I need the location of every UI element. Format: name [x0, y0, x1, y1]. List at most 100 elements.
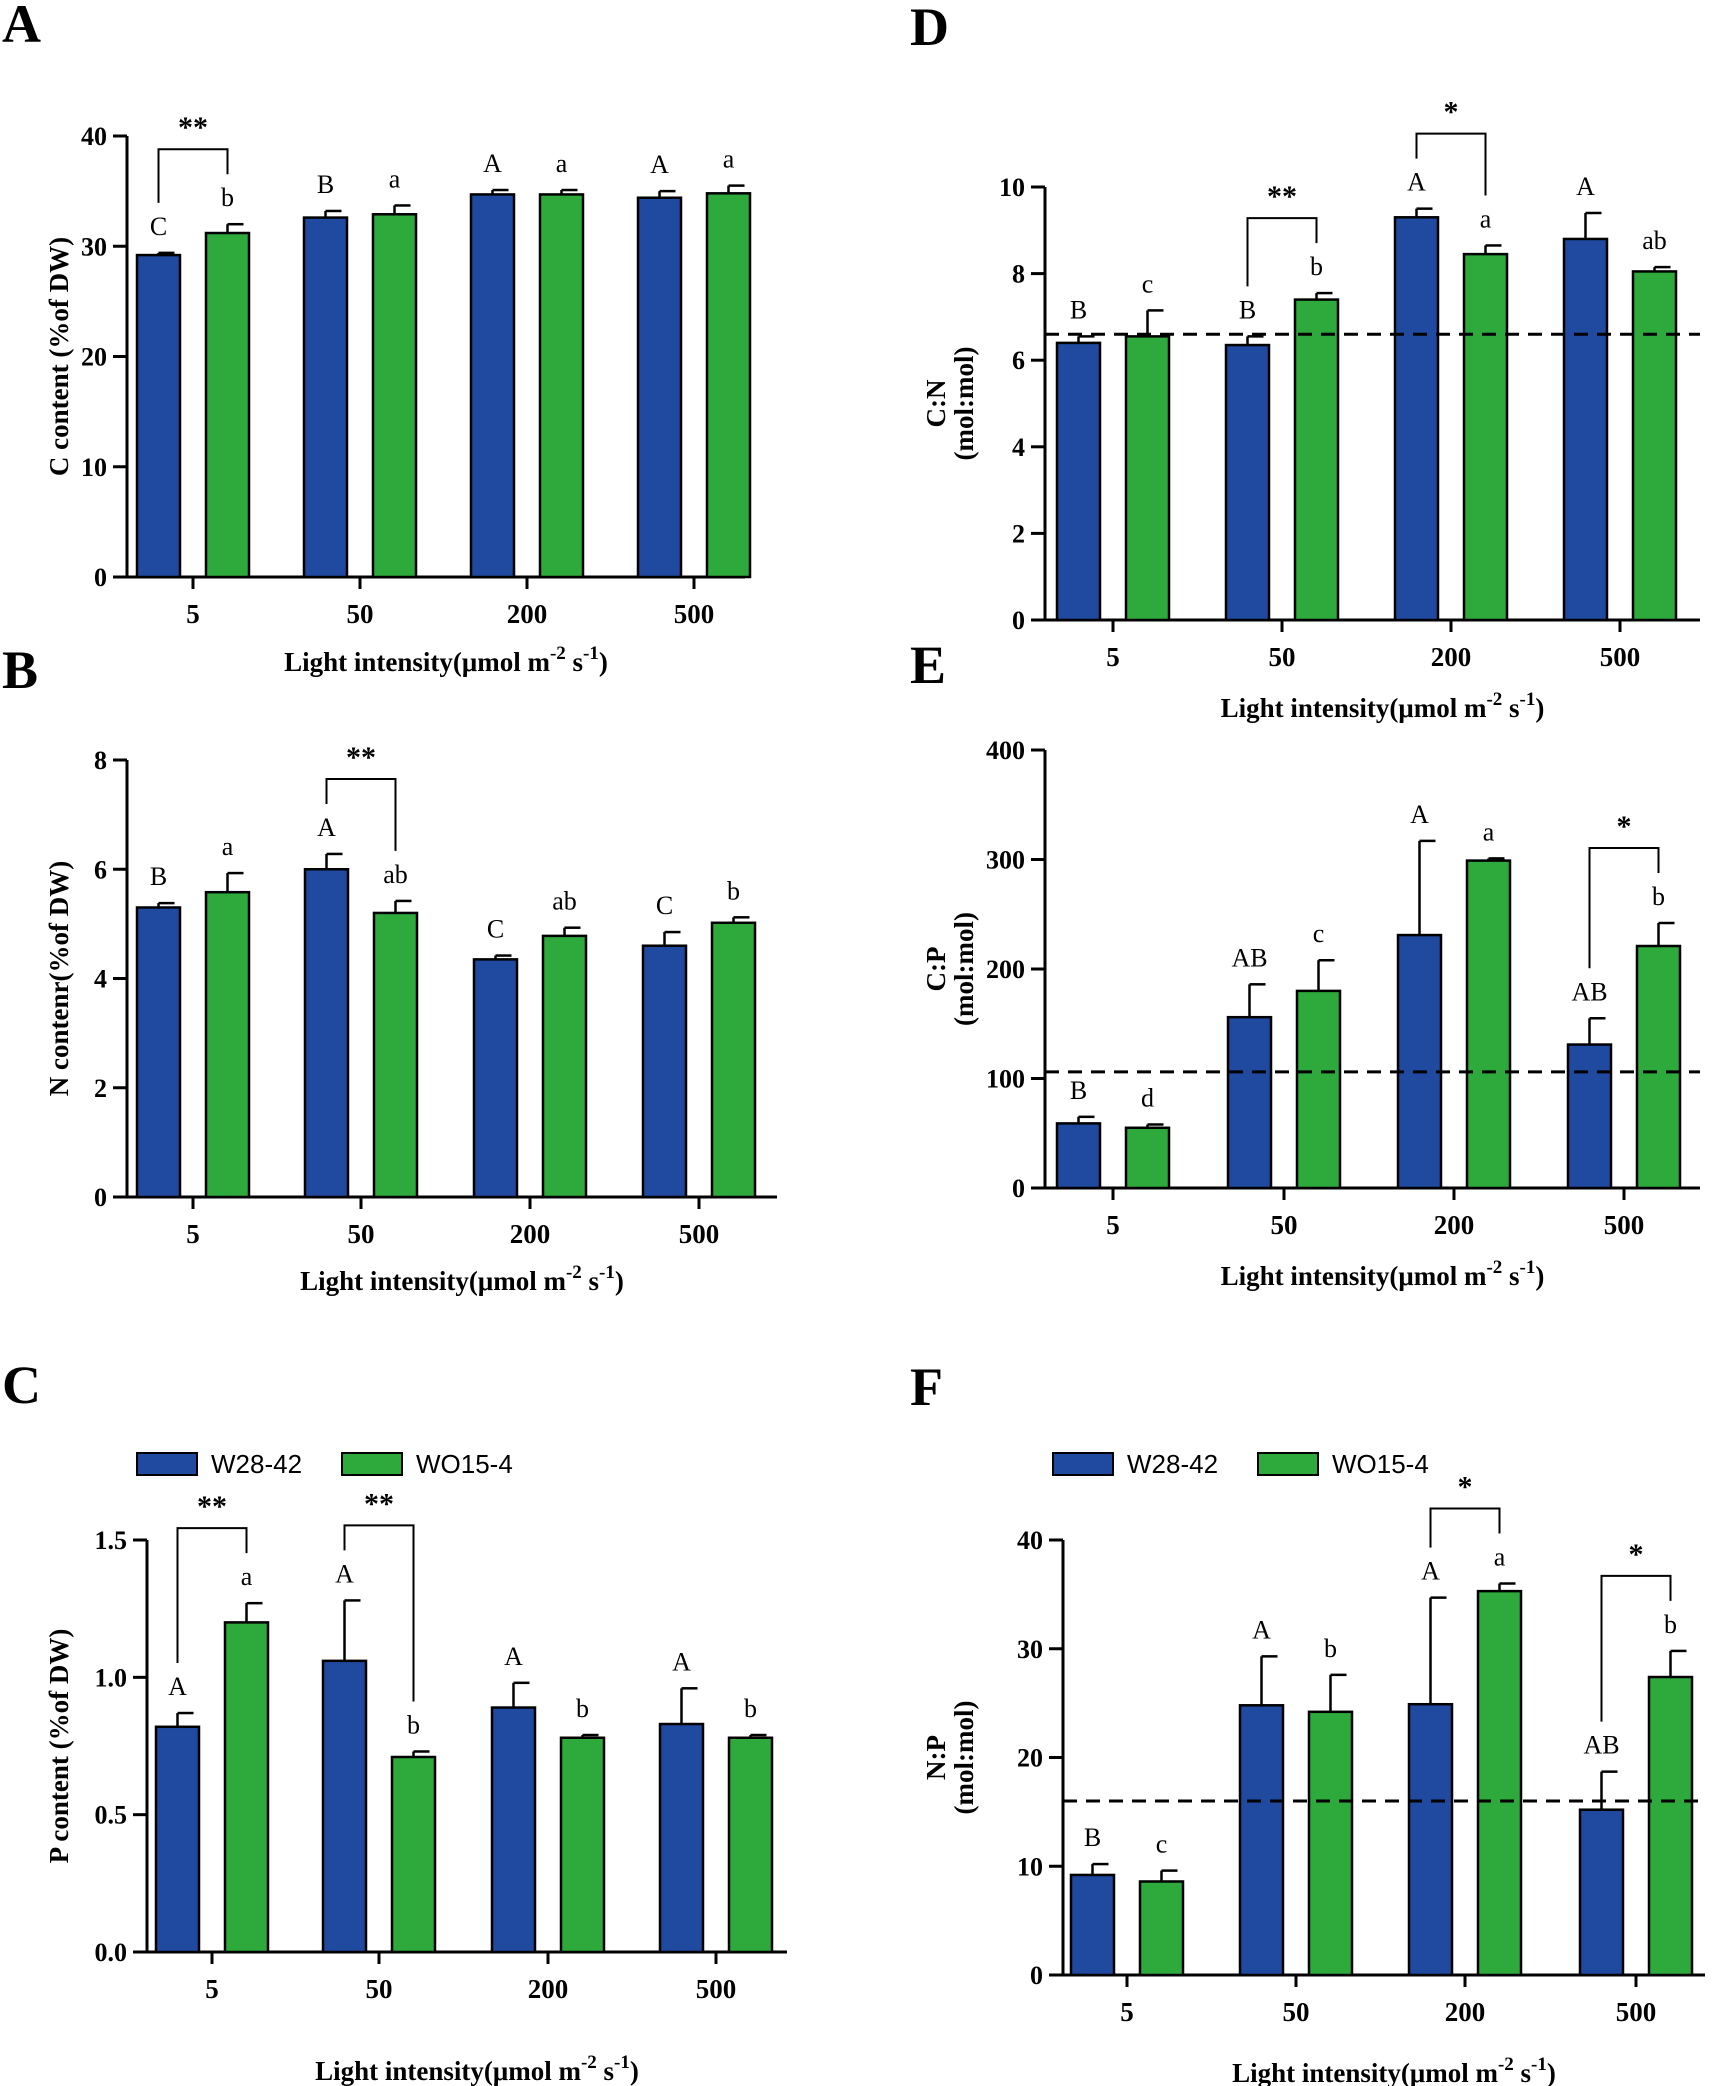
significance-letter: A: [1407, 168, 1426, 197]
x-tick-label: 50: [366, 1974, 393, 2004]
bar: [1635, 944, 1682, 1190]
bar: [1238, 1704, 1285, 1977]
significance-bracket: [343, 1524, 415, 1702]
x-tick-label: 500: [679, 1219, 720, 1249]
significance-letter: c: [1156, 1830, 1168, 1859]
significance-letter: a: [241, 1562, 253, 1591]
bar: [490, 1706, 537, 1954]
y-tick-label: 30: [1017, 1635, 1043, 1664]
bar: [1476, 1589, 1523, 1977]
bar: [204, 890, 251, 1199]
significance-letter: AB: [1571, 977, 1607, 1006]
x-axis-title-part: ): [630, 2056, 639, 2086]
x-tick-label: 200: [510, 1219, 551, 1249]
x-tick-label: 500: [674, 599, 715, 629]
x-axis-title-part: ): [1547, 2058, 1556, 2086]
significance-bracket: [157, 148, 229, 203]
bar: [1224, 343, 1271, 622]
x-axis-title-part: s: [1502, 693, 1519, 723]
x-axis-title-part: -2: [1498, 2054, 1514, 2075]
significance-bracket: [176, 1527, 248, 1664]
x-tick-label: 5: [1106, 642, 1120, 672]
significance-stars: *: [1458, 1471, 1473, 1504]
significance-letter: a: [556, 149, 568, 178]
y-tick-label: 0.5: [95, 1801, 128, 1830]
significance-letter: C: [487, 915, 504, 944]
significance-letter: b: [1310, 252, 1323, 281]
bar: [658, 1722, 705, 1954]
bar: [1566, 1043, 1613, 1190]
x-axis-title: Light intensity(μmol m-2 s-1): [1221, 1257, 1545, 1291]
significance-letter: c: [1142, 269, 1154, 298]
y-tick-label: 30: [81, 232, 107, 261]
significance-letter: B: [1084, 1823, 1101, 1852]
x-axis-title-part: ): [615, 1266, 624, 1296]
y-axis-title: C:N: [921, 379, 951, 427]
x-tick-label: 5: [186, 599, 200, 629]
legend-label: W28-42: [1127, 1449, 1218, 1479]
y-tick-label: 10: [999, 173, 1025, 202]
bar: [727, 1736, 774, 1954]
significance-letter: a: [1483, 817, 1495, 846]
y-tick-label: 0: [94, 563, 107, 592]
bar: [1124, 335, 1171, 622]
significance-bracket: [1600, 1574, 1672, 1722]
y-tick-label: 6: [1012, 346, 1025, 375]
panel-letter: B: [2, 640, 38, 700]
significance-letter: b: [1664, 1610, 1677, 1639]
significance-letter: B: [317, 170, 334, 199]
significance-bracket: [325, 777, 397, 851]
significance-letter: A: [672, 1647, 691, 1676]
x-tick-label: 5: [205, 1974, 219, 2004]
y-tick-label: 0: [1012, 1174, 1025, 1203]
bar: [469, 193, 516, 579]
x-axis-title-part: -1: [614, 2052, 630, 2073]
bar: [1393, 216, 1440, 622]
x-tick-label: 50: [1271, 1210, 1298, 1240]
x-axis-title-part: -1: [583, 643, 599, 664]
y-tick-label: 10: [1017, 1852, 1043, 1881]
significance-stars: **: [364, 1487, 394, 1520]
x-axis-title: Light intensity(μmol m-2 s-1): [1232, 2054, 1556, 2086]
panel-b: B 0 2 4 6 8 5 50 200 500 B A C Ca ab ab b ** N contenr(%of…: [2, 640, 777, 1296]
legend-swatch: [136, 1452, 198, 1476]
x-axis-title-part: Light intensity(μmol m: [1232, 2058, 1498, 2086]
panel-letter: C: [2, 1355, 41, 1415]
significance-letter: ab: [383, 860, 408, 889]
x-tick-label: 50: [347, 599, 374, 629]
y-tick-label: 8: [1012, 260, 1025, 289]
significance-letter: B: [1070, 295, 1087, 324]
x-axis-title-part: -2: [566, 1262, 582, 1283]
y-axis-title: C content (%of DW): [44, 237, 74, 476]
bar: [135, 906, 182, 1199]
bar: [636, 196, 683, 579]
significance-stars: **: [178, 111, 208, 144]
x-axis-title-part: -2: [1486, 689, 1502, 710]
bar: [390, 1755, 437, 1954]
significance-letter: A: [650, 150, 669, 179]
y-tick-label: 20: [81, 343, 107, 372]
significance-stars: **: [1267, 180, 1297, 213]
significance-letter: b: [576, 1694, 589, 1723]
significance-letter: b: [407, 1710, 420, 1739]
bar: [641, 944, 688, 1199]
significance-letter: A: [504, 1642, 523, 1671]
significance-letter: b: [1652, 882, 1665, 911]
x-axis-title-part: Light intensity(μmol m: [1221, 693, 1487, 723]
panel-letter: E: [910, 635, 946, 695]
significance-letter: A: [317, 813, 336, 842]
x-tick-label: 5: [186, 1219, 200, 1249]
bar: [705, 192, 752, 579]
y-tick-label: 40: [81, 122, 107, 151]
x-axis-title: Light intensity(μmol m-2 s-1): [300, 1262, 624, 1296]
bar: [1293, 298, 1340, 622]
panel-c: C 0.0 0.5 1.0 1.5 5 50 200 500 A A A Aa b b b ** ** P cont…: [2, 1355, 787, 2086]
x-axis-title-part: -1: [1531, 2054, 1547, 2075]
y-axis-title-units: (mol:mol): [949, 347, 979, 461]
y-tick-label: 8: [94, 746, 107, 775]
bar: [559, 1736, 606, 1954]
x-axis-title-part: s: [582, 1266, 599, 1296]
x-axis-title-part: s: [1502, 1261, 1519, 1291]
y-tick-label: 0: [1012, 606, 1025, 635]
